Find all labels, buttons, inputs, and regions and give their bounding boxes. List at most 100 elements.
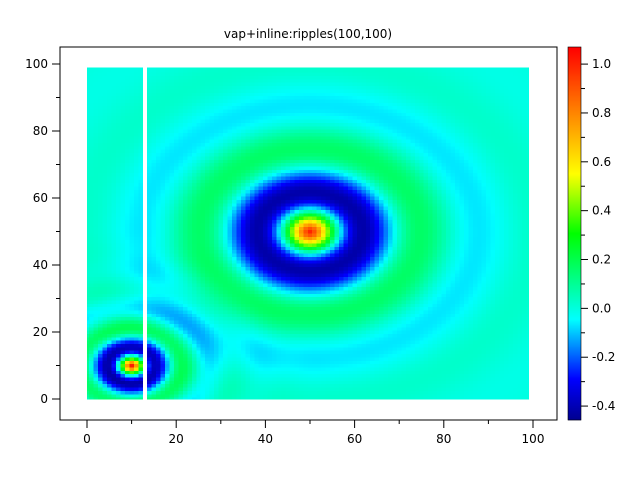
heatmap-cell	[236, 149, 242, 154]
heatmap-cell	[209, 129, 215, 133]
heatmap-cell	[169, 306, 175, 311]
heatmap-cell	[120, 326, 126, 331]
heatmap-cell	[111, 156, 117, 160]
heatmap-cell	[218, 283, 224, 288]
heatmap-cell	[173, 330, 179, 334]
heatmap-cell	[294, 246, 300, 251]
heatmap-cell	[129, 216, 135, 221]
heatmap-cell	[218, 353, 224, 358]
heatmap-cell	[138, 310, 144, 314]
heatmap-cell	[124, 159, 130, 164]
heatmap-cell	[196, 286, 202, 291]
heatmap-cell	[205, 246, 210, 251]
heatmap-cell	[147, 169, 152, 174]
heatmap-cell	[187, 229, 193, 234]
heatmap-cell	[169, 85, 175, 90]
heatmap-cell	[258, 142, 264, 147]
heatmap-cell	[87, 233, 90, 237]
heatmap-cell	[98, 67, 103, 70]
heatmap-cell	[285, 142, 291, 147]
heatmap-cell	[263, 306, 268, 311]
heatmap-cell	[178, 92, 184, 97]
heatmap-cell	[298, 323, 304, 328]
heatmap-cell	[182, 266, 188, 271]
heatmap-cell	[249, 119, 255, 123]
heatmap-cell	[147, 67, 152, 70]
heatmap-cell	[93, 152, 99, 157]
heatmap-cell	[173, 79, 179, 83]
heatmap-cell	[272, 125, 277, 130]
heatmap-cell	[187, 172, 193, 177]
heatmap-cell	[133, 293, 139, 298]
heatmap-cell	[151, 162, 157, 167]
heatmap-cell	[298, 360, 304, 365]
heatmap-cell	[107, 119, 112, 123]
heatmap-cell	[276, 75, 282, 80]
heatmap-cell	[267, 82, 273, 87]
heatmap-cell	[87, 92, 90, 97]
heatmap-cell	[267, 149, 273, 154]
heatmap-cell	[236, 296, 242, 301]
heatmap-cell	[258, 115, 264, 120]
heatmap-cell	[169, 266, 175, 271]
heatmap-cell	[182, 246, 188, 251]
heatmap-cell	[245, 340, 251, 345]
heatmap-cell	[231, 189, 237, 194]
heatmap-cell	[173, 119, 179, 123]
heatmap-cell	[227, 182, 233, 187]
heatmap-cell	[298, 367, 304, 371]
heatmap-cell	[240, 79, 246, 83]
heatmap-cell	[87, 363, 90, 368]
heatmap-cell	[307, 119, 313, 123]
heatmap-cell	[236, 363, 242, 368]
heatmap-cell	[227, 206, 233, 211]
heatmap-cell	[151, 203, 157, 207]
heatmap-cell	[169, 239, 175, 244]
heatmap-cell	[169, 390, 175, 395]
heatmap-cell	[151, 176, 157, 180]
heatmap-cell	[138, 343, 144, 348]
heatmap-cell	[120, 236, 126, 241]
heatmap-cell	[281, 223, 286, 227]
heatmap-cell	[209, 156, 215, 160]
heatmap-cell	[218, 132, 224, 137]
heatmap-cell	[156, 347, 161, 351]
heatmap-cell	[258, 393, 264, 398]
heatmap-cell	[89, 330, 94, 334]
heatmap-cell	[218, 105, 224, 110]
heatmap-cell	[258, 196, 264, 200]
heatmap-cell	[289, 310, 295, 314]
heatmap-cell	[205, 330, 210, 334]
heatmap-cell	[254, 276, 260, 281]
heatmap-cell	[303, 393, 309, 398]
heatmap-cell	[223, 290, 228, 294]
heatmap-cell	[294, 146, 300, 150]
heatmap-cell	[173, 69, 179, 73]
heatmap-cell	[289, 303, 295, 308]
heatmap-cell	[93, 156, 99, 160]
heatmap-cell	[165, 256, 170, 261]
heatmap-cell	[254, 122, 260, 127]
heatmap-cell	[111, 306, 117, 311]
heatmap-cell	[138, 373, 144, 378]
heatmap-cell	[267, 347, 273, 351]
heatmap-cell	[129, 270, 135, 274]
heatmap-cell	[107, 139, 112, 144]
heatmap-cell	[98, 343, 103, 348]
heatmap-cell	[129, 72, 135, 77]
heatmap-cell	[227, 199, 233, 204]
heatmap-cell	[169, 226, 175, 231]
heatmap-cell	[254, 189, 260, 194]
heatmap-cell	[200, 105, 206, 110]
heatmap-cell	[87, 162, 90, 167]
heatmap-cell	[303, 300, 309, 304]
heatmap-cell	[258, 370, 264, 375]
heatmap-cell	[200, 99, 206, 103]
heatmap-cell	[173, 377, 179, 381]
heatmap-cell	[245, 229, 251, 234]
heatmap-cell	[129, 253, 135, 257]
heatmap-cell	[147, 390, 152, 395]
heatmap-cell	[165, 397, 170, 400]
heatmap-cell	[87, 253, 90, 257]
heatmap-cell	[267, 337, 273, 341]
